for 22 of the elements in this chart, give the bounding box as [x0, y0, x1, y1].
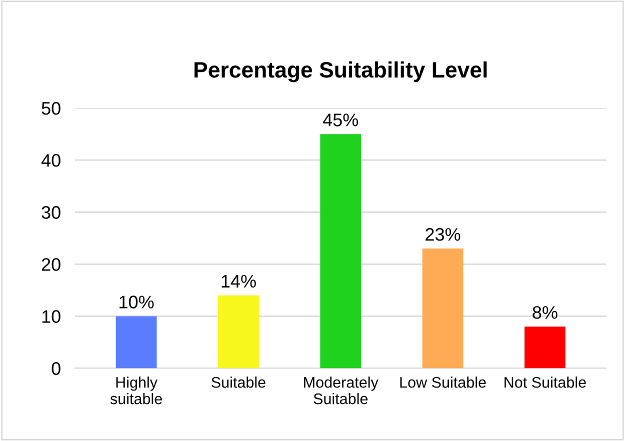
bar [218, 295, 259, 368]
x-tick-label: Not Suitable [504, 376, 586, 388]
bar [116, 316, 157, 368]
data-label: 23% [426, 228, 460, 241]
y-tick-label: 0 [52, 362, 60, 375]
y-tick-label: 10 [42, 310, 60, 323]
chart-title: Percentage Suitability Level [194, 61, 487, 82]
data-label: 14% [222, 274, 256, 288]
bar [320, 134, 362, 368]
x-tick-label: Low Suitable [400, 376, 486, 388]
data-label: 10% [120, 296, 154, 308]
x-tick-label: Highly suitable [110, 376, 162, 404]
bar [422, 248, 464, 368]
x-tick-label: Moderately Suitable [304, 376, 378, 404]
x-tick-label: Suitable [212, 376, 266, 388]
y-tick-label: 30 [42, 206, 60, 219]
bar [524, 326, 566, 368]
y-tick-label: 40 [41, 154, 60, 167]
data-label: 8% [532, 306, 558, 319]
y-tick-label: 20 [42, 258, 60, 271]
y-tick-label: 50 [42, 102, 60, 115]
data-label: 45% [322, 114, 358, 126]
